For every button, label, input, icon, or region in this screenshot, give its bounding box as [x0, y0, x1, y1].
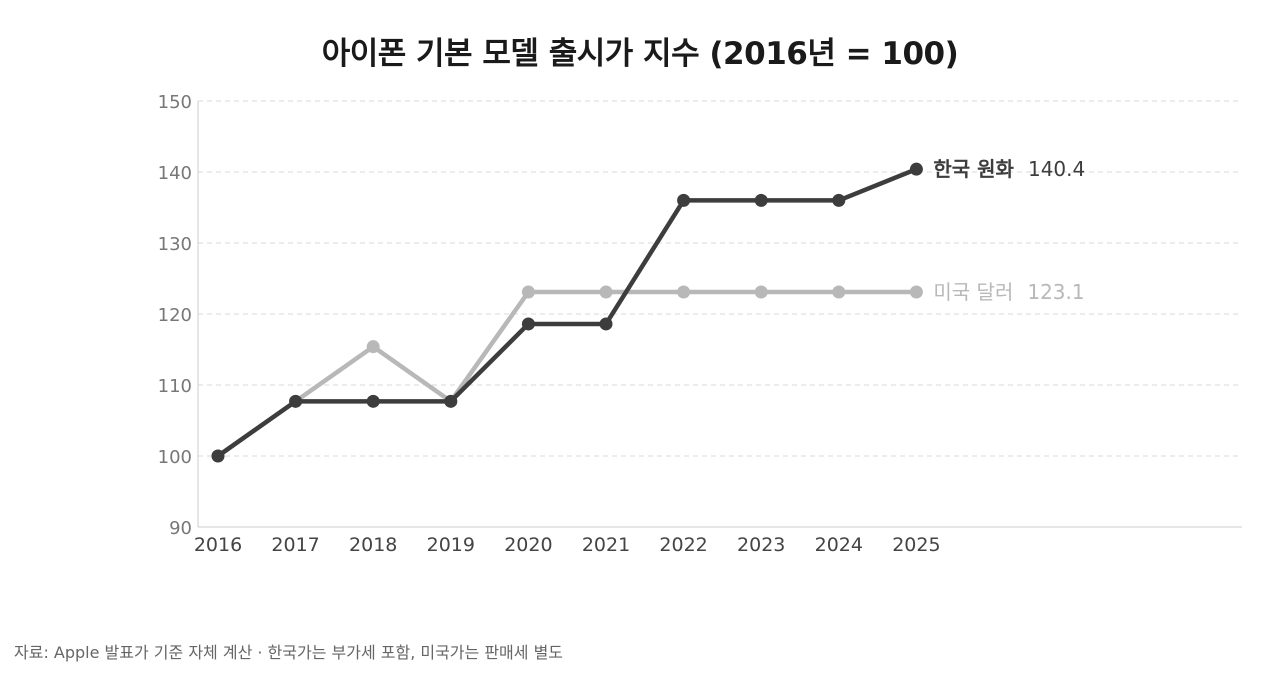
data-point — [909, 162, 923, 176]
series-end-value: 123.1 — [1027, 280, 1084, 304]
series-lines — [211, 162, 923, 463]
chart-title: 아이폰 기본 모델 출시가 지수 (2016년 = 100) — [321, 36, 959, 72]
y-tick-label: 120 — [158, 305, 192, 326]
data-point — [444, 394, 458, 408]
data-point — [832, 285, 846, 299]
data-point — [599, 317, 613, 331]
data-point — [211, 449, 225, 463]
series-name: 미국 달러 — [933, 280, 1013, 304]
x-tick-label: 2020 — [504, 534, 552, 556]
data-point — [599, 285, 613, 299]
source-note: 자료: Apple 발표가 기준 자체 계산 · 한국가는 부가세 포함, 미국… — [14, 643, 564, 662]
x-tick-label: 2019 — [427, 534, 475, 556]
y-tick-label: 100 — [158, 447, 192, 468]
line-chart: 90 100 110 120 130 140 150 2016 2017 2018 2019 202… — [158, 92, 1242, 556]
data-point — [366, 394, 380, 408]
x-tick-label: 2024 — [815, 534, 863, 556]
data-point — [677, 193, 691, 207]
axes — [197, 101, 1242, 528]
x-tick-label: 2018 — [349, 534, 397, 556]
data-point — [832, 193, 846, 207]
x-tick-label: 2017 — [271, 534, 319, 556]
data-point — [289, 394, 303, 408]
series-end-value: 140.4 — [1028, 157, 1085, 181]
x-tick-label: 2016 — [194, 534, 242, 556]
data-point — [366, 340, 380, 354]
data-point — [677, 285, 691, 299]
data-point — [521, 317, 535, 331]
y-tick-label: 130 — [158, 234, 192, 255]
series-end-label: 한국 원화 140.4 — [933, 157, 1085, 181]
x-tick-label: 2021 — [582, 534, 630, 556]
x-tick-label: 2023 — [737, 534, 785, 556]
y-tick-label: 90 — [169, 518, 192, 539]
data-point — [909, 285, 923, 299]
y-tick-label: 150 — [158, 92, 192, 113]
x-tick-label: 2025 — [892, 534, 940, 556]
series-end-labels: 한국 원화 140.4 미국 달러 123.1 — [933, 157, 1085, 304]
data-point — [754, 285, 768, 299]
series-name: 한국 원화 — [933, 157, 1014, 181]
y-tick-label: 140 — [158, 163, 192, 184]
series-line-1 — [215, 289, 919, 459]
gridlines — [198, 100, 1242, 457]
x-tick-labels: 2016 2017 2018 2019 2020 2021 2022 2023 2024 2025 — [194, 534, 941, 556]
x-tick-label: 2022 — [659, 534, 707, 556]
series-line-0 — [215, 166, 919, 459]
data-point — [521, 285, 535, 299]
y-tick-label: 110 — [158, 376, 192, 397]
data-point — [754, 193, 768, 207]
series-end-label: 미국 달러 123.1 — [933, 280, 1084, 304]
y-tick-labels: 90 100 110 120 130 140 150 — [158, 92, 192, 539]
